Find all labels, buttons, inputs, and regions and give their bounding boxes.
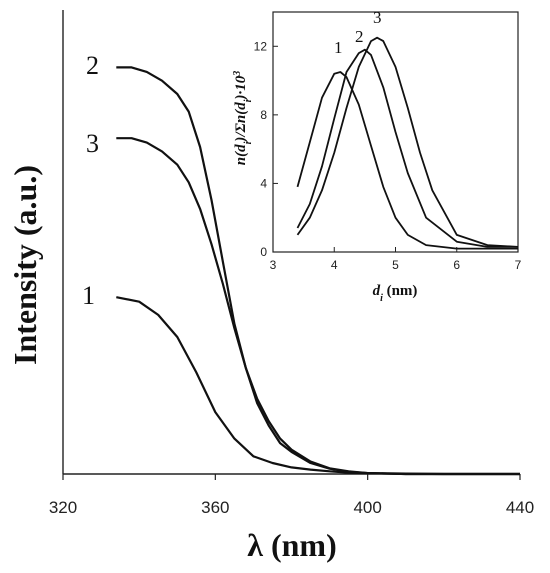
inset-x-axis-title: di (nm) [373,283,418,304]
main-x-axis-title: λ (nm) [247,527,336,563]
inset-x-tick-label-2: 5 [392,258,399,272]
inset-series-group [296,36,519,250]
inset-y-tick-label-1: 4 [260,176,267,190]
inset-x-tick-label-1: 4 [331,258,338,272]
inset-y-tick-label-0: 0 [260,245,267,259]
inset-series-line-3 [296,36,519,248]
inset-x-tick-label-3: 6 [453,258,460,272]
inset-y-tick-label-2: 8 [260,108,267,122]
inset-ticks: 3 4 5 6 7 0 4 8 12 [254,39,522,272]
main-curve-label-3: 3 [86,129,99,158]
main-curve-label-1: 1 [82,281,95,310]
inset-curve-label-1: 1 [334,38,343,57]
main-x-tick-label-1: 360 [201,498,229,517]
main-curve-label-2: 2 [86,51,99,80]
inset-x-tick-label-4: 7 [515,258,522,272]
main-x-ticks: 320 360 400 440 [49,474,534,517]
inset-curve-label-2: 2 [355,27,364,46]
main-series-line-1 [116,296,520,476]
inset-curve-label-3: 3 [373,8,382,27]
main-y-axis-title: Intensity (a.u.) [7,165,43,365]
inset-y-axis-title: n(di)/Σn(di)·103 [232,71,254,165]
main-x-tick-label-0: 320 [49,498,77,517]
inset-series-line-2 [296,48,518,248]
main-series-group [116,66,520,476]
main-x-tick-label-2: 400 [353,498,381,517]
inset-series-line-1 [296,71,518,250]
inset-x-tick-label-0: 3 [270,258,277,272]
main-series-line-3 [116,137,520,476]
main-x-tick-label-3: 440 [506,498,534,517]
inset-y-tick-label-3: 12 [254,39,268,53]
